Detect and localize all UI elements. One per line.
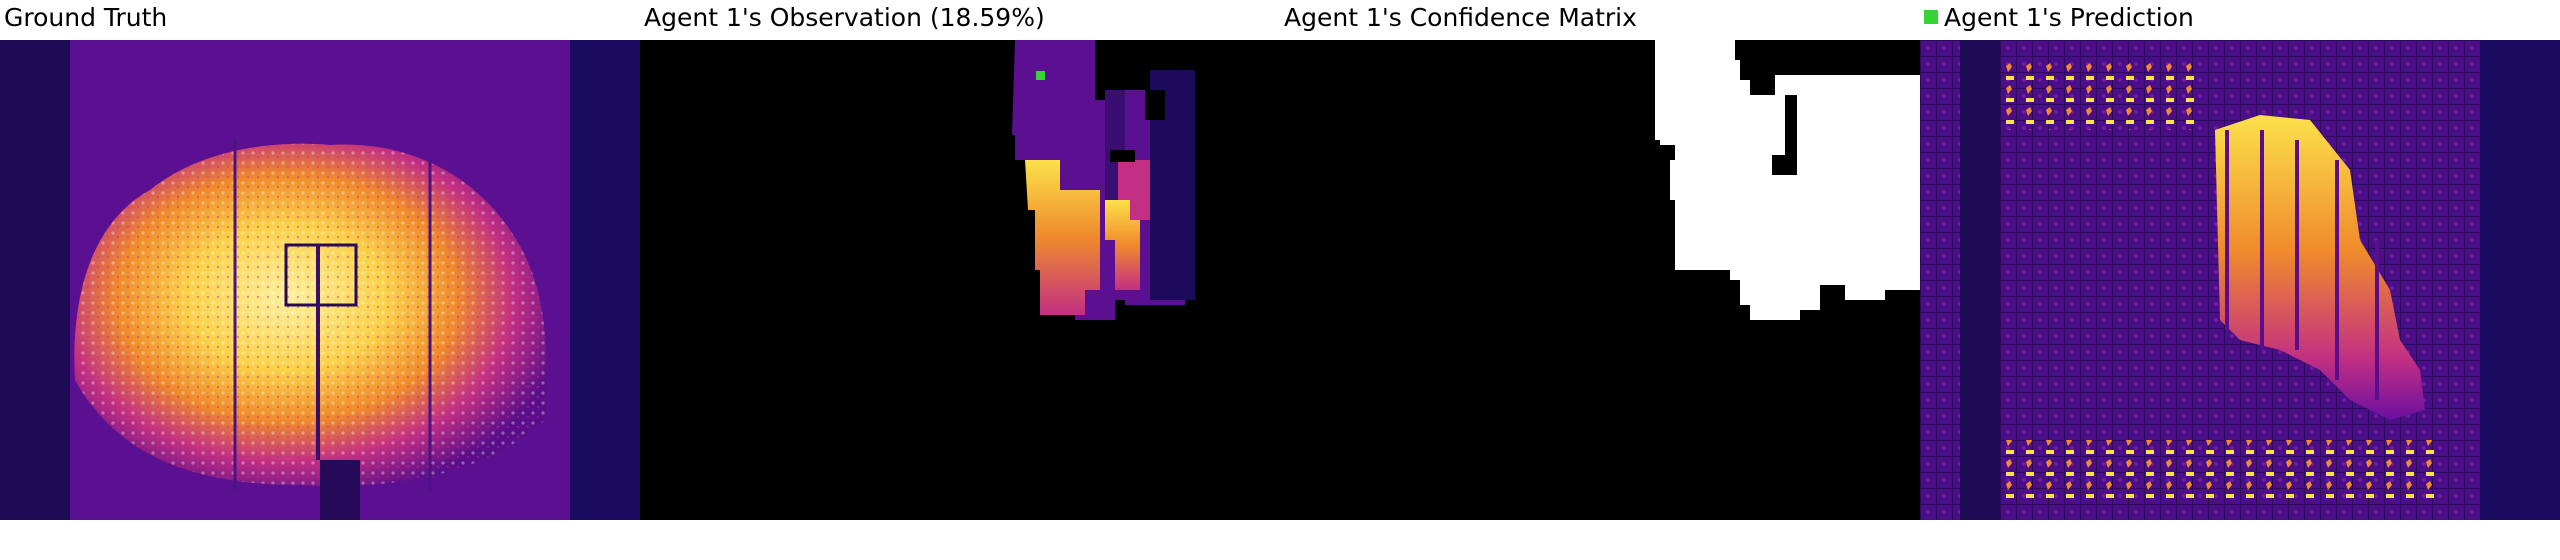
confidence-image — [1280, 40, 1920, 520]
ground-truth-panel: Ground Truth — [0, 0, 640, 520]
confidence-title: Agent 1's Confidence Matrix — [1284, 3, 1637, 32]
prediction-image — [1920, 40, 2560, 520]
observation-panel: Agent 1's Observation (18.59%) — [640, 0, 1280, 520]
ground-truth-title: Ground Truth — [4, 3, 168, 32]
confidence-panel: Agent 1's Confidence Matrix — [1280, 0, 1920, 520]
prediction-title-text: Agent 1's Prediction — [1944, 3, 2194, 32]
ground-truth-image — [0, 40, 640, 520]
prediction-legend-icon — [1924, 10, 1938, 24]
observation-image — [640, 40, 1280, 520]
prediction-title: Agent 1's Prediction — [1924, 2, 2194, 34]
prediction-panel: Agent 1's Prediction — [1920, 0, 2560, 520]
agent-marker-icon — [1036, 71, 1045, 80]
observation-title: Agent 1's Observation (18.59%) — [644, 3, 1045, 32]
